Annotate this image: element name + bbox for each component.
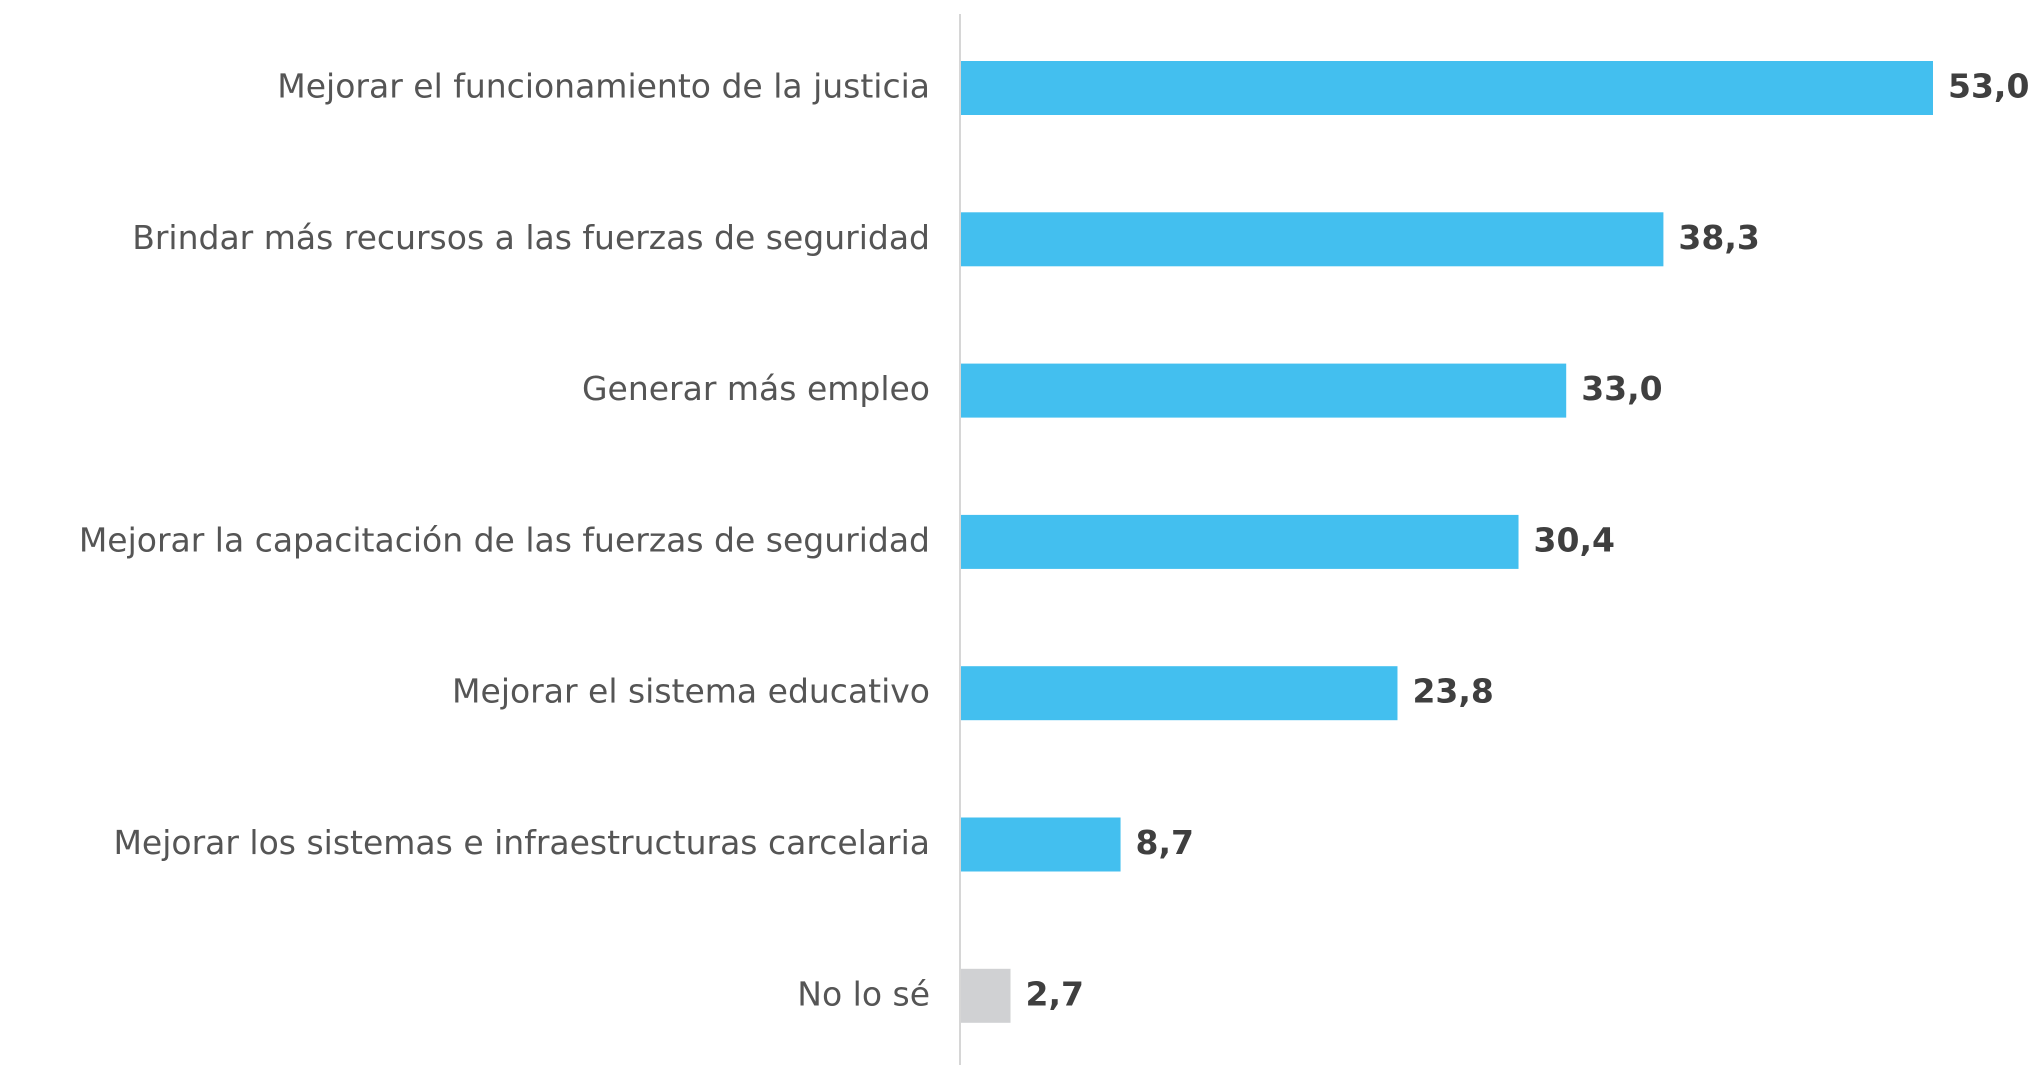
- value-label: 23,8: [1412, 672, 1493, 711]
- value-label: 2,7: [1026, 974, 1084, 1013]
- category-label: Brindar más recursos a las fuerzas de se…: [132, 218, 930, 257]
- category-label: Generar más empleo: [582, 369, 930, 408]
- category-label: Mejorar la capacitación de las fuerzas d…: [79, 520, 930, 559]
- bar: [961, 363, 1567, 418]
- bar: [961, 514, 1519, 569]
- category-label: Mejorar los sistemas e infraestructuras …: [113, 823, 930, 862]
- bar: [961, 666, 1398, 721]
- bar: [961, 61, 1933, 115]
- bar: [961, 212, 1664, 267]
- category-label: No lo sé: [797, 974, 930, 1013]
- value-label: 8,7: [1136, 823, 1194, 862]
- bar: [961, 968, 1011, 1023]
- bar: [961, 817, 1121, 872]
- value-label: 53,0: [1948, 67, 2029, 106]
- category-label: Mejorar el sistema educativo: [452, 672, 930, 711]
- value-label: 30,4: [1534, 520, 1615, 559]
- category-label: Mejorar el funcionamiento de la justicia: [277, 67, 930, 106]
- value-label: 33,0: [1581, 369, 1662, 408]
- value-label: 38,3: [1678, 218, 1759, 257]
